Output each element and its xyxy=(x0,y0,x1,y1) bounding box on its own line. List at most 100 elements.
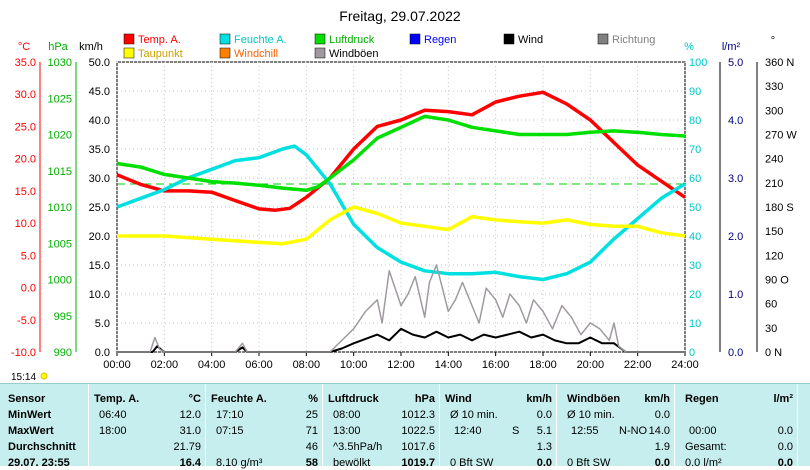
x-tick-label: 02:00 xyxy=(151,359,179,371)
chart-legend: Temp. A. Feuchte A. Luftdruck Regen Wind Rich… xyxy=(123,33,655,60)
chart-grid xyxy=(116,61,686,353)
temp-axis-tick-label: -5.0 xyxy=(17,315,36,327)
pressure-column: Luftdruck hPa 08:00 1012.3 13:00 1022.5 … xyxy=(323,384,440,469)
temp-axis-tick-label: -10.0 xyxy=(11,347,36,359)
temp-min-time: 06:40 xyxy=(99,409,127,421)
temp-axis-tick-label: 30.0 xyxy=(15,89,36,101)
wind-current-value: 0.0 xyxy=(536,457,552,469)
wind-column: Wind km/h Ø 10 min. 0.0 12:40 S 5.1 1.3 … xyxy=(440,384,557,469)
temp-max-time: 18:00 xyxy=(99,425,127,437)
wind-axis-tick-label: 0.0 xyxy=(95,347,110,359)
direction-axis-tick-label: 120 xyxy=(765,250,783,262)
pressure-axis-tick-label: 1005 xyxy=(48,238,72,250)
humidity-abs-value: 8.10 g/m³ xyxy=(216,457,263,469)
rain-current-amount: 0.0 l/m² xyxy=(685,457,722,469)
temp-axis-tick-label: 10.0 xyxy=(15,218,36,230)
x-tick-label: 14:00 xyxy=(435,359,463,371)
series-line-feuchte-a- xyxy=(116,144,686,282)
legend-swatch xyxy=(123,33,135,45)
wind-head: Wind xyxy=(445,393,472,405)
rain-axis-tick-label: 2.0 xyxy=(728,231,743,243)
humidity-min-time: 17:10 xyxy=(216,409,244,421)
direction-axis-tick-label: 330 xyxy=(765,81,783,93)
direction-axis-tick-label: 0 N xyxy=(765,347,782,359)
gust-beaufort: 0 Bft SW xyxy=(567,457,611,469)
temp-axis-tick-label: 20.0 xyxy=(15,154,36,166)
pressure-head: Luftdruck xyxy=(328,393,379,405)
wind-beaufort: 0 Bft SW xyxy=(450,457,494,469)
direction-axis-tick-label: 90 O xyxy=(765,275,789,287)
temp-max-value: 31.0 xyxy=(179,425,201,437)
current-time-label: 15:14 xyxy=(11,372,36,382)
wind-axis-tick-label: 45.0 xyxy=(89,86,110,98)
x-tick-label: 08:00 xyxy=(293,359,321,371)
rain-axis-unit-label: l/m² xyxy=(722,41,741,53)
direction-axis-unit-label: ° xyxy=(771,35,775,47)
pressure-max-time: 13:00 xyxy=(333,425,361,437)
humidity-axis-tick-label: 40 xyxy=(689,231,701,243)
temp-axis-tick-label: 35.0 xyxy=(15,57,36,69)
temp-current-value: 16.4 xyxy=(179,457,201,469)
chart-title: Freitag, 29.07.2022 xyxy=(339,8,461,24)
temp-column: Temp. A. °C 06:40 12.0 18:00 31.0 21.79 … xyxy=(89,384,206,469)
series-line-taupunkt xyxy=(117,205,686,246)
legend-label: Temp. A. xyxy=(138,34,181,46)
rain-axis-tick-label: 4.0 xyxy=(728,115,743,127)
time-bar: 15:14 xyxy=(11,372,48,382)
series-line-temp-a- xyxy=(116,90,686,212)
chart-series xyxy=(116,90,686,353)
pressure-axis-tick-label: 995 xyxy=(54,311,72,323)
sensor-label: Sensor xyxy=(8,393,46,405)
direction-axis-tick-label: 210 xyxy=(765,178,783,190)
legend-label: Regen xyxy=(424,34,456,46)
humidity-axis-tick-label: 90 xyxy=(689,86,701,98)
wind-axis-tick-label: 15.0 xyxy=(89,260,110,272)
x-tick-label: 20:00 xyxy=(577,359,605,371)
temp-axis-tick-label: 25.0 xyxy=(15,121,36,133)
wind-axis-unit-label: km/h xyxy=(79,41,103,53)
pressure-axis-tick-label: 1030 xyxy=(48,57,72,69)
wind-axis-tick-label: 30.0 xyxy=(89,173,110,185)
legend-swatch xyxy=(503,33,515,45)
humidity-head: Feuchte A. xyxy=(211,393,267,405)
pressure-axis-unit-label: hPa xyxy=(48,41,68,53)
avg-label: Durchschnitt xyxy=(8,441,76,453)
statistics-table: Sensor MinWert MaxWert Durchschnitt 29.0… xyxy=(0,383,810,469)
legend-label: Windchill xyxy=(234,48,278,60)
legend-swatch xyxy=(219,47,231,59)
rain-axis-tick-label: 5.0 xyxy=(728,57,743,69)
wind-avg-value: 1.3 xyxy=(536,441,552,453)
series-line-luftdruck xyxy=(116,114,686,193)
sunrise-marker xyxy=(40,372,48,380)
gust-column: Windböen km/h Ø 10 min. 0.0 12:55 N-NO 1… xyxy=(557,384,675,469)
direction-axis-tick-label: 240 xyxy=(765,154,783,166)
max-label: MaxWert xyxy=(8,425,54,437)
temp-head: Temp. A. xyxy=(94,393,140,405)
gust-avg-value: 1.9 xyxy=(654,441,670,453)
gust-max-time: 12:55 xyxy=(571,425,599,437)
legend-label: Windböen xyxy=(329,48,379,60)
humidity-column: Feuchte A. % 17:10 25 07:15 71 46 8.10 g… xyxy=(206,384,323,469)
rain-column: Regen l/m² 00:00 0.0 Gesamt: 0.0 0.0 l/m… xyxy=(675,384,798,469)
pressure-axis-tick-label: 1025 xyxy=(48,93,72,105)
humidity-axis-tick-label: 70 xyxy=(689,144,701,156)
humidity-axis-unit-label: % xyxy=(684,41,694,53)
x-tick-label: 18:00 xyxy=(529,359,557,371)
x-tick-label: 06:00 xyxy=(245,359,273,371)
gust-min-value: 0.0 xyxy=(654,409,670,421)
x-tick-label: 00:00 xyxy=(103,359,131,371)
humidity-min-value: 25 xyxy=(305,409,318,421)
wind-axis-tick-label: 10.0 xyxy=(89,289,110,301)
humidity-max-value: 71 xyxy=(305,425,318,437)
humidity-current-value: 58 xyxy=(305,457,318,469)
x-tick-label: 22:00 xyxy=(624,359,652,371)
gust-min-label: Ø 10 min. xyxy=(567,409,615,421)
legend-swatch xyxy=(123,47,135,59)
direction-axis-tick-label: 150 xyxy=(765,226,783,238)
temp-axis-tick-label: 0.0 xyxy=(21,283,36,295)
wind-axis-tick-label: 35.0 xyxy=(89,144,110,156)
wind-axis-tick-label: 50.0 xyxy=(89,57,110,69)
legend-label: Feuchte A. xyxy=(234,34,287,46)
gust-unit: km/h xyxy=(644,393,670,405)
rain-total-label: Gesamt: xyxy=(685,441,727,453)
